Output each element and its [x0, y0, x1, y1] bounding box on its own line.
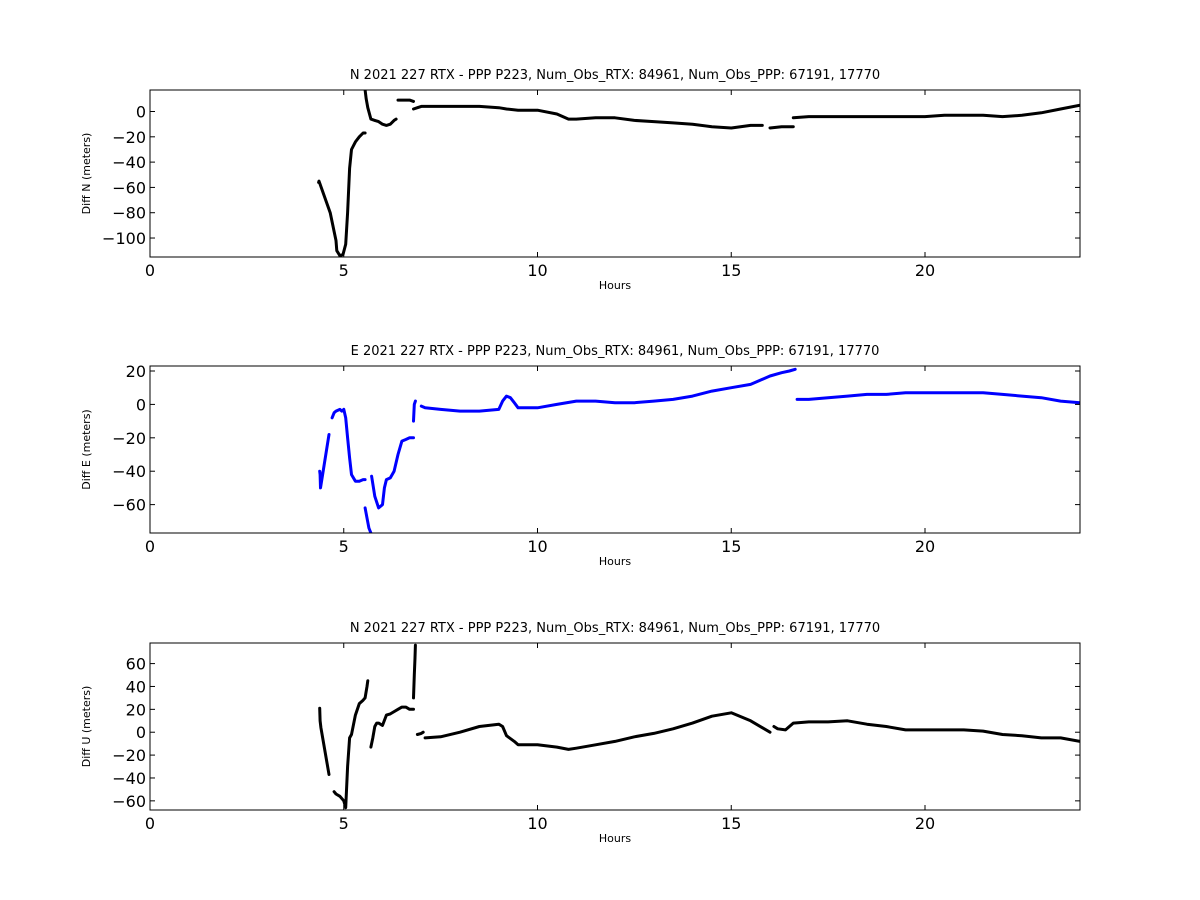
subplot-east: E 2021 227 RTX - PPP P223, Num_Obs_RTX: …: [80, 344, 1081, 568]
series-5-line: [423, 711, 772, 751]
y-tick-label: −60: [112, 178, 146, 197]
y-tick-label: 0: [136, 103, 146, 122]
series-4-line: [412, 399, 417, 423]
x-axis-label: Hours: [599, 555, 631, 568]
y-tick-label: −80: [112, 204, 146, 223]
series-1-line: [330, 407, 367, 483]
y-tick-label: −100: [102, 229, 146, 248]
plot-frame: [149, 642, 1081, 811]
y-tick-label: −60: [112, 496, 146, 515]
series-3-line: [412, 643, 417, 700]
x-tick-label: 10: [527, 537, 547, 556]
plot-title: N 2021 227 RTX - PPP P223, Num_Obs_RTX: …: [350, 621, 880, 636]
y-tick-label: 60: [126, 655, 146, 674]
y-tick-label: 0: [136, 395, 146, 414]
y-tick-label: −20: [112, 429, 146, 448]
x-tick-label: 10: [527, 814, 547, 833]
x-tick-label: 0: [145, 261, 155, 280]
series-4-line: [415, 730, 425, 736]
series-5-line: [791, 103, 1080, 120]
series-0-line: [318, 433, 331, 490]
y-tick-label: −20: [112, 746, 146, 765]
y-tick-label: −40: [112, 462, 146, 481]
series-4-line: [768, 125, 795, 130]
x-tick-label: 0: [145, 537, 155, 556]
y-tick-label: 40: [126, 677, 146, 696]
x-tick-label: 20: [915, 261, 935, 280]
x-tick-label: 10: [527, 261, 547, 280]
x-axis-label: Hours: [599, 832, 631, 845]
x-tick-label: 20: [915, 814, 935, 833]
x-tick-label: 15: [721, 814, 741, 833]
series-2-line: [363, 506, 373, 533]
series-0-line: [317, 131, 367, 257]
x-tick-label: 5: [339, 537, 349, 556]
series-3-line: [370, 436, 415, 510]
x-tick-label: 15: [721, 261, 741, 280]
plot-frame: [149, 365, 1081, 534]
y-tick-label: 0: [136, 723, 146, 742]
plot-title: E 2021 227 RTX - PPP P223, Num_Obs_RTX: …: [351, 344, 880, 359]
y-tick-label: −40: [112, 153, 146, 172]
series-6-line: [795, 391, 1080, 405]
y-tick-label: 20: [126, 700, 146, 719]
x-tick-label: 5: [339, 261, 349, 280]
plot-title: N 2021 227 RTX - PPP P223, Num_Obs_RTX: …: [350, 68, 880, 83]
series-1-line: [332, 679, 370, 810]
y-axis-label: Diff E (meters): [80, 409, 93, 489]
series-1-line: [363, 90, 398, 127]
y-tick-label: −40: [112, 769, 146, 788]
y-axis-label: Diff N (meters): [80, 133, 93, 215]
subplot-up: N 2021 227 RTX - PPP P223, Num_Obs_RTX: …: [80, 621, 1081, 845]
y-axis-label: Diff U (meters): [80, 686, 93, 768]
y-tick-label: −60: [112, 792, 146, 811]
x-tick-label: 15: [721, 537, 741, 556]
y-tick-label: 20: [126, 362, 146, 381]
data-layer: [318, 643, 1080, 810]
x-tick-label: 5: [339, 814, 349, 833]
series-0-line: [318, 706, 331, 776]
plot-frame: [149, 89, 1081, 258]
y-tick-label: −20: [112, 128, 146, 147]
data-layer: [318, 367, 1080, 533]
series-5-line: [419, 367, 797, 413]
x-axis-label: Hours: [599, 279, 631, 292]
series-2-line: [396, 98, 415, 103]
x-tick-label: 20: [915, 537, 935, 556]
data-layer: [317, 90, 1080, 257]
series-6-line: [772, 719, 1080, 743]
series-2-line: [369, 705, 415, 749]
subplot-north: N 2021 227 RTX - PPP P223, Num_Obs_RTX: …: [80, 68, 1081, 292]
series-3-line: [412, 104, 764, 130]
x-tick-label: 0: [145, 814, 155, 833]
